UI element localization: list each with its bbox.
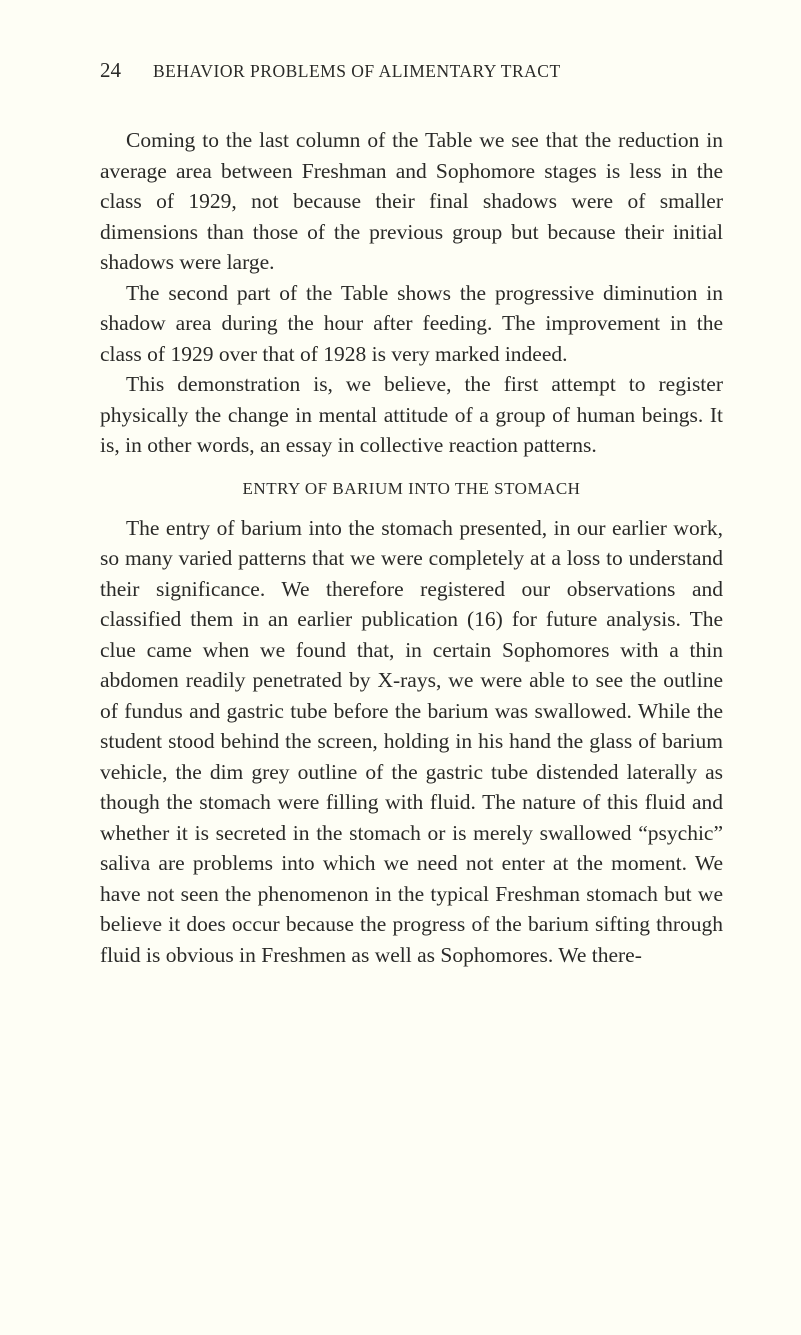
body-paragraph: The second part of the Table shows the p… — [100, 278, 723, 370]
section-heading: ENTRY OF BARIUM INTO THE STOMACH — [100, 479, 723, 499]
page-number: 24 — [100, 58, 121, 82]
paragraph-text: Coming to the last column of the Table w… — [100, 128, 723, 274]
page-header: 24 BEHAVIOR PROBLEMS OF ALIMENTARY TRACT — [100, 58, 723, 83]
body-paragraph: The entry of barium into the stomach pre… — [100, 513, 723, 971]
running-header: BEHAVIOR PROBLEMS OF ALIMENTARY TRACT — [153, 61, 561, 81]
paragraph-text: This demonstration is, we believe, the f… — [100, 372, 723, 457]
body-paragraph: This demonstration is, we believe, the f… — [100, 369, 723, 461]
paragraph-text: The entry of barium into the stomach pre… — [100, 516, 723, 967]
paragraph-text: The second part of the Table shows the p… — [100, 281, 723, 366]
body-paragraph: Coming to the last column of the Table w… — [100, 125, 723, 278]
